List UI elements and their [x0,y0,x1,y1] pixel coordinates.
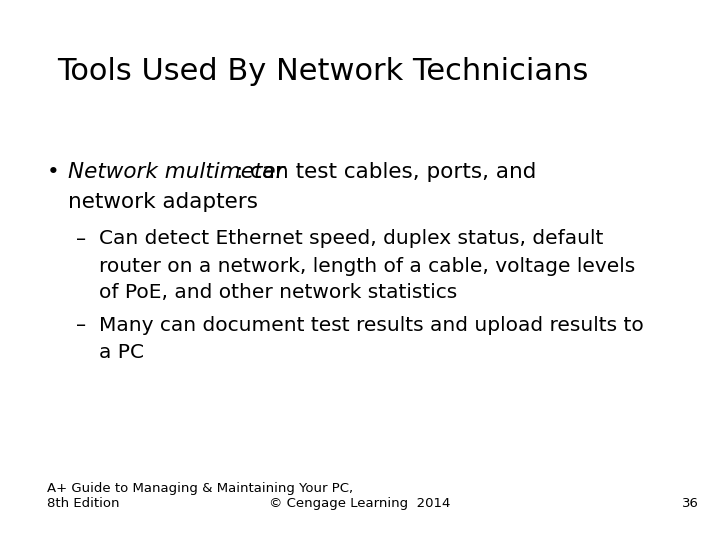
Text: 36: 36 [682,497,698,510]
Text: Can detect Ethernet speed, duplex status, default: Can detect Ethernet speed, duplex status… [99,230,604,248]
Text: •: • [47,162,60,182]
Text: : can test cables, ports, and: : can test cables, ports, and [236,162,536,182]
Text: Many can document test results and upload results to: Many can document test results and uploa… [99,316,644,335]
Text: of PoE, and other network statistics: of PoE, and other network statistics [99,284,458,302]
Text: © Cengage Learning  2014: © Cengage Learning 2014 [269,497,451,510]
Text: Network multimeter: Network multimeter [68,162,285,182]
Text: a PC: a PC [99,343,145,362]
Text: A+ Guide to Managing & Maintaining Your PC,
8th Edition: A+ Guide to Managing & Maintaining Your … [47,482,353,510]
Text: Tools Used By Network Technicians: Tools Used By Network Technicians [58,57,589,86]
Text: –: – [76,316,86,335]
Text: network adapters: network adapters [68,192,258,212]
Text: –: – [76,230,86,248]
Text: router on a network, length of a cable, voltage levels: router on a network, length of a cable, … [99,256,636,275]
